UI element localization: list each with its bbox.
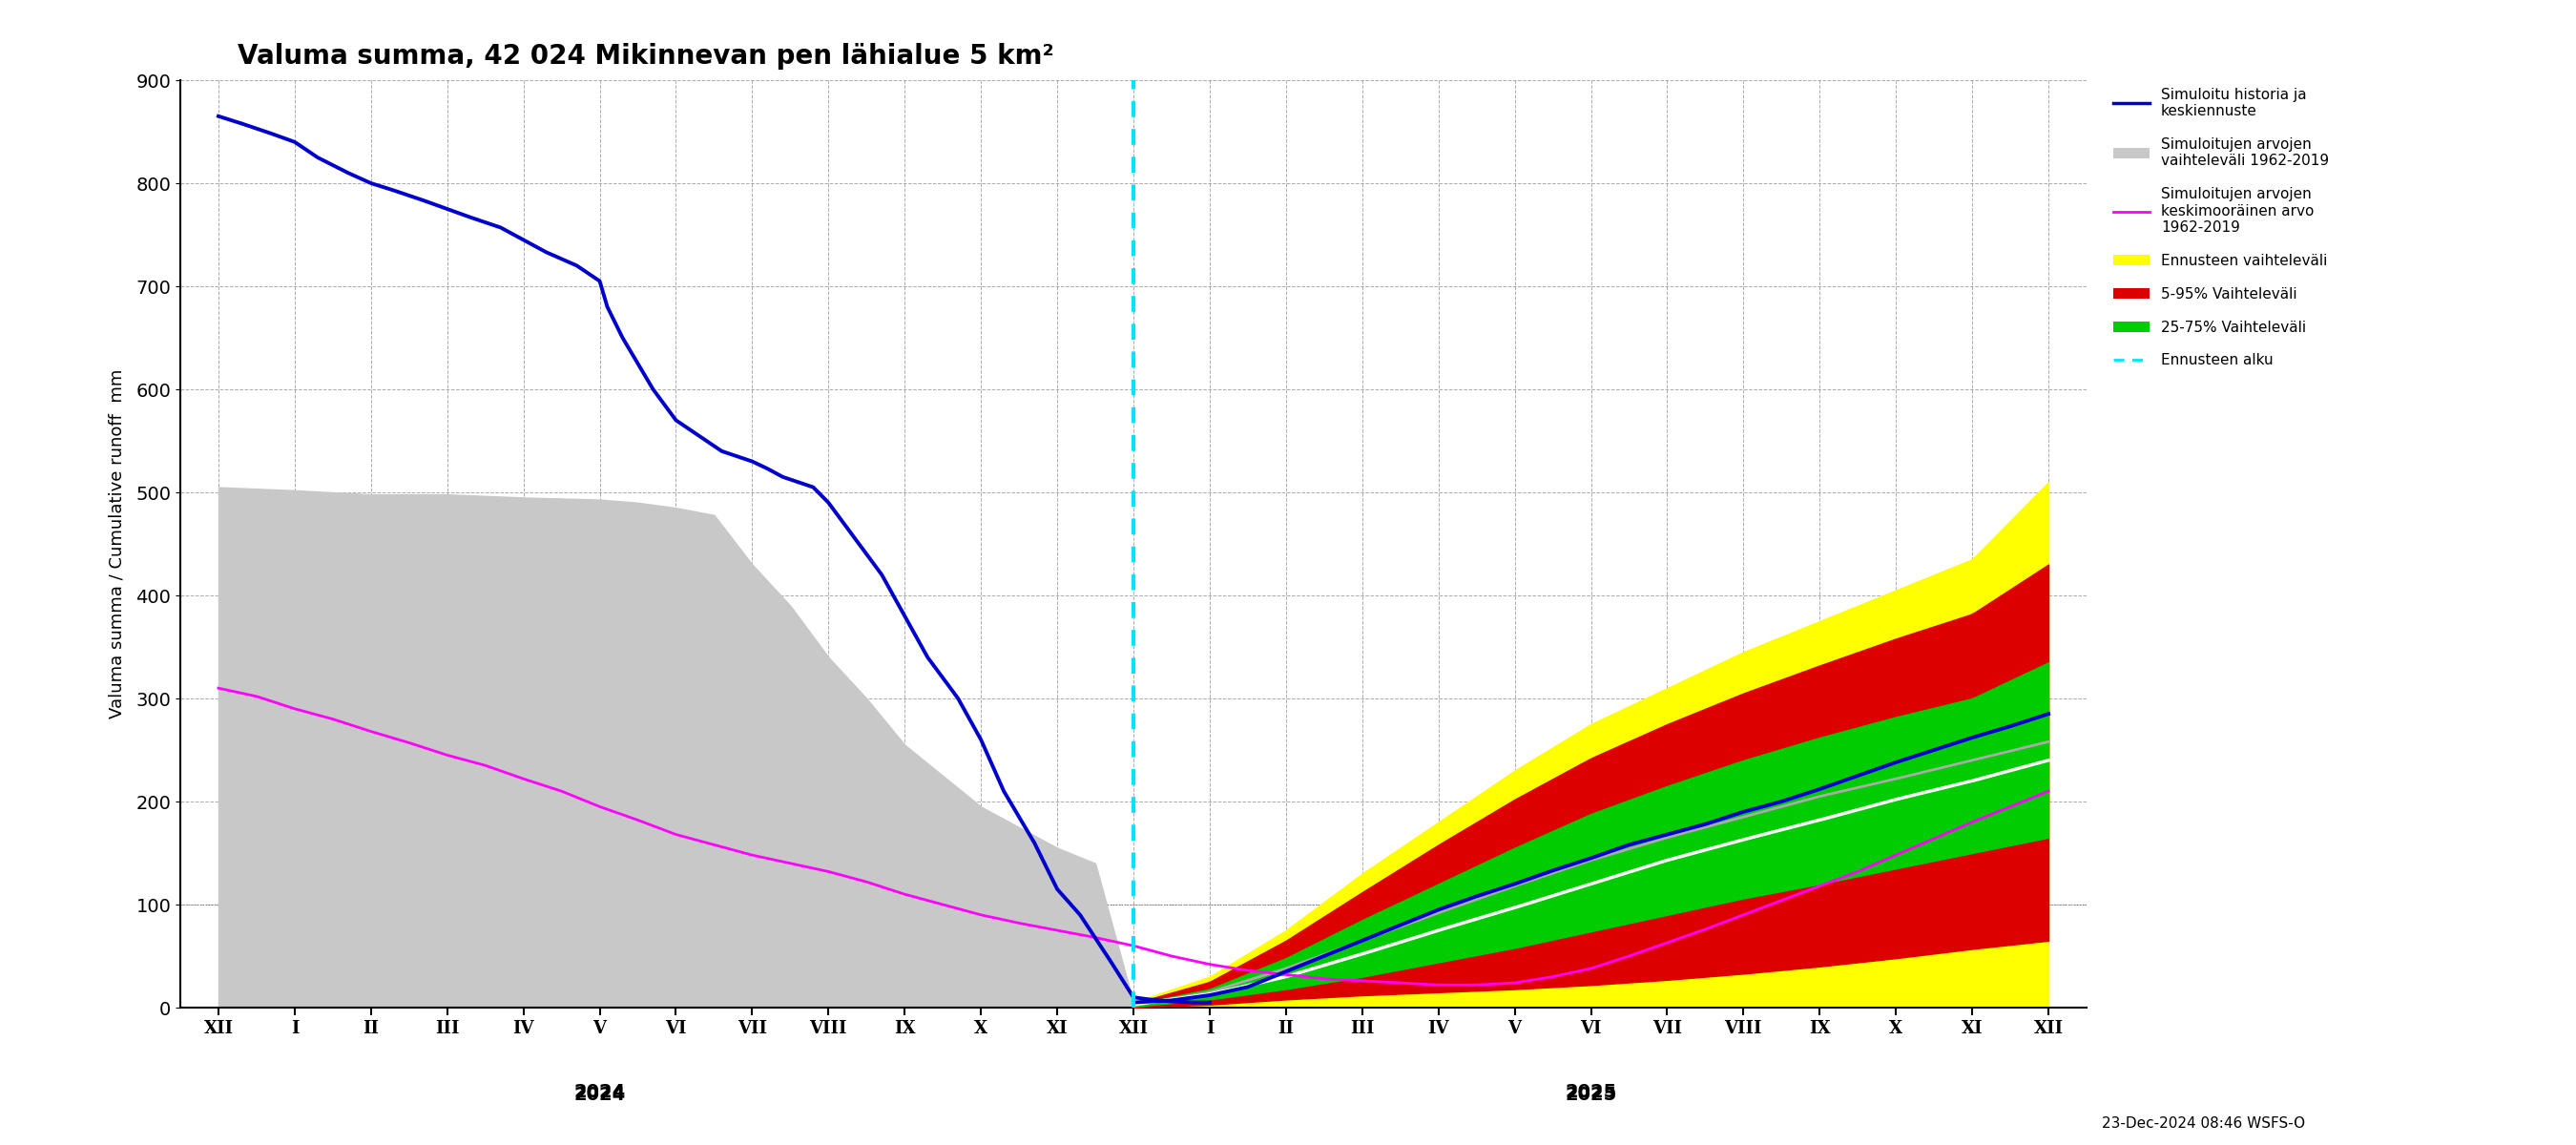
Text: 2024: 2024 [574, 1085, 626, 1104]
Y-axis label: Valuma summa / Cumulative runoff  mm: Valuma summa / Cumulative runoff mm [108, 369, 126, 719]
Text: 23-Dec-2024 08:46 WSFS-O: 23-Dec-2024 08:46 WSFS-O [2102, 1116, 2306, 1131]
Text: 2025: 2025 [1566, 1083, 1618, 1101]
Legend: Simuloitu historia ja
keskiennuste, Simuloitujen arvojen
vaihteleväli 1962-2019,: Simuloitu historia ja keskiennuste, Simu… [2112, 87, 2329, 368]
Text: Valuma summa, 42 024 Mikinnevan pen lähialue 5 km²: Valuma summa, 42 024 Mikinnevan pen lähi… [237, 44, 1054, 70]
Text: 2025: 2025 [1566, 1085, 1618, 1104]
Text: 2024: 2024 [574, 1083, 626, 1101]
